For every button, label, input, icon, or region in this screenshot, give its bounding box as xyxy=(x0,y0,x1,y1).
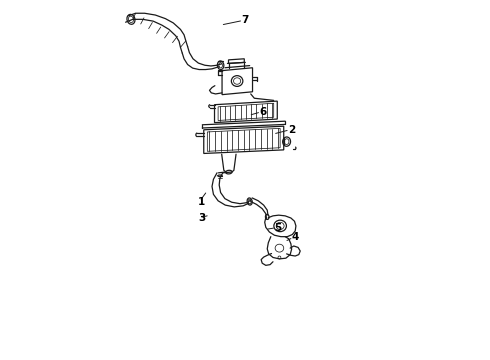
Text: 7: 7 xyxy=(242,15,249,26)
Text: 3: 3 xyxy=(198,213,206,222)
Text: 5: 5 xyxy=(274,223,282,233)
Text: 6: 6 xyxy=(259,107,267,117)
Text: 2: 2 xyxy=(288,125,295,135)
Text: 4: 4 xyxy=(292,232,299,242)
Text: 1: 1 xyxy=(197,197,205,207)
